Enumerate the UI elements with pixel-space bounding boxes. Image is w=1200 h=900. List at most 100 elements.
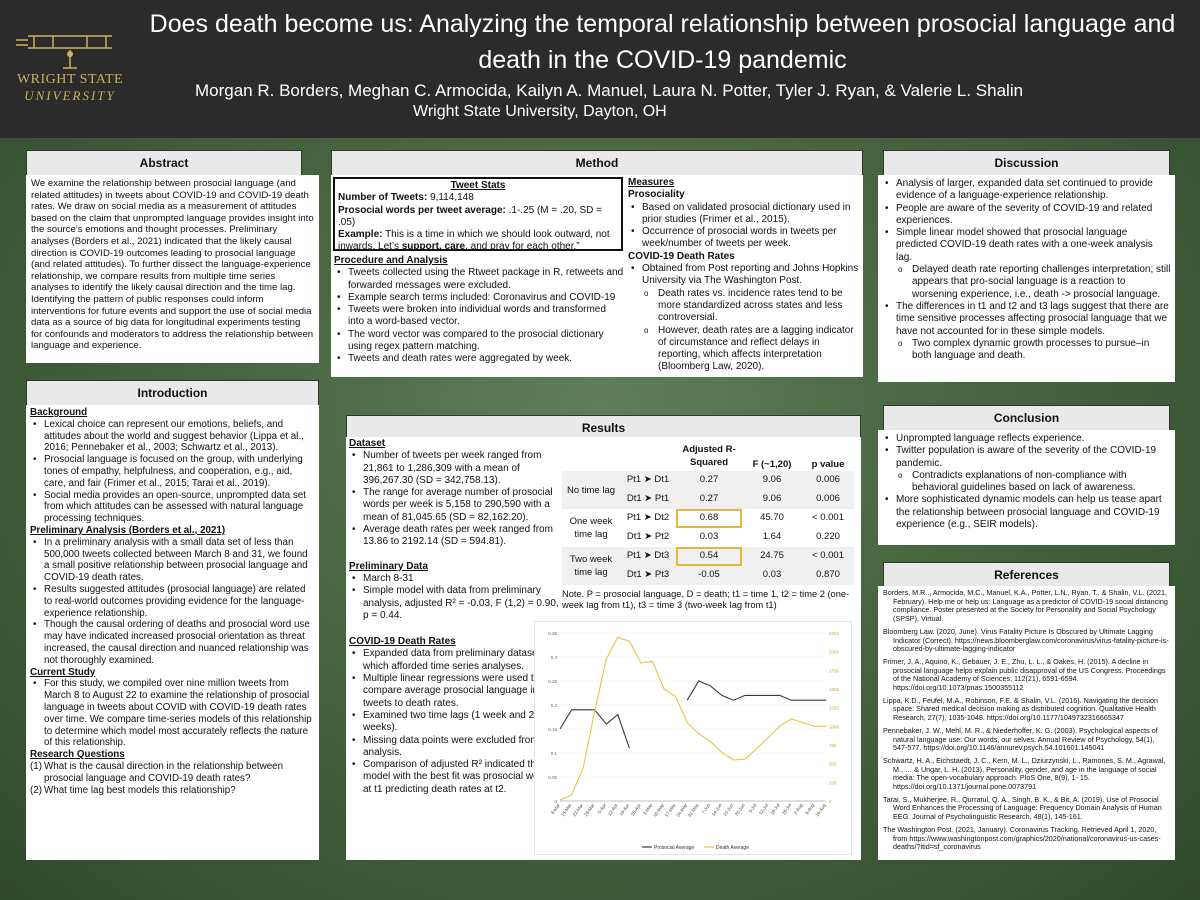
y-right-tick-label: 1500 [829, 687, 840, 692]
list-item: People are aware of the severity of COVI… [882, 203, 1171, 228]
conclusion-heading: Conclusion [883, 405, 1170, 431]
list-item: Tweets and death rates were aggregated b… [334, 353, 624, 366]
list-item: Prosocial language is focused on the gro… [30, 454, 315, 489]
x-tick-label: 2-Aug [793, 802, 804, 815]
list-item: Contradicts explanations of non-complian… [882, 470, 1171, 495]
y-left-tick-label: 0.05 [548, 775, 557, 780]
series-line-death [559, 636, 826, 801]
conclusion-list: Unprompted language reflects experience.… [882, 433, 1171, 531]
abstract-heading: Abstract [26, 150, 302, 176]
conclusion-panel: Unprompted language reflects experience.… [878, 430, 1175, 545]
table-row: Two week time lag Pt1 ➤ Dt3 0.54 24.75 < 0.0… [562, 547, 854, 578]
x-tick-label: 19-Jul [769, 803, 780, 816]
list-item: Obtained from Post reporting and Johns H… [628, 263, 860, 288]
method-panel: Tweet Stats Number of Tweets: 9,114,148 … [331, 175, 863, 377]
list-item: Example search terms included: Coronavir… [334, 292, 624, 305]
y-right-tick-label: 1750 [829, 668, 840, 673]
university-logo: WRIGHT STATE UNIVERSITY [8, 14, 128, 114]
y-left-tick-label: 0.35 [548, 631, 557, 636]
list-item: Lexical choice can represent our emotion… [30, 419, 315, 454]
prelim-data-heading: Preliminary Data [349, 560, 428, 572]
list-item: Analysis of larger, expanded data set co… [882, 178, 1171, 203]
references-list: Borders, M.R.., Armocida, M.C., Manuel, … [883, 588, 1170, 852]
procedure-section: Procedure and Analysis Tweets collected … [334, 255, 624, 366]
list-item: In a preliminary analysis with a small d… [30, 537, 315, 584]
regression-table: Adjusted R- Squared F (~1,20) p value No ti… [562, 441, 854, 611]
y-right-tick-label: 750 [829, 743, 837, 748]
results-panel: Dataset Number of tweets per week ranged… [346, 437, 861, 860]
reference-item: Schwartz, H. A., Eichstaedt, J. C., Kern… [883, 755, 1166, 792]
prosocial-average: Prosocial words per tweet average: .1-.2… [338, 204, 602, 228]
reference-item: Tarai, S., Mukherjee, R., Qurratul, Q. A… [883, 794, 1162, 822]
list-item: Though the causal ordering of deaths and… [30, 619, 315, 666]
background-heading: Background [30, 407, 88, 418]
death-rates-results-heading: COVID-19 Death Rates [349, 636, 456, 648]
logo-subtext: UNIVERSITY [24, 88, 116, 103]
table-row: No time lag Pt1 ➤ Dt1 0.27 9.06 0.006 [562, 471, 854, 496]
measures-heading: Measures [628, 177, 675, 188]
abstract-text: We examine the relationship between pros… [31, 178, 314, 352]
y-right-tick-label: 250 [829, 780, 837, 785]
references-panel: Borders, M.R.., Armocida, M.C., Manuel, … [878, 586, 1175, 860]
prosocial-death-chart: 0 0.05 0.1 0.15 0.2 0.25 0.3 0.35 0 250 500 750 1000… [534, 621, 852, 855]
list-item: Tweets collected using the Rtweet packag… [334, 267, 624, 292]
list-item: Unprompted language reflects experience. [882, 433, 1171, 446]
research-question: (2) What time lag best models this relati… [30, 784, 236, 796]
y-left-tick-label: 0.15 [548, 727, 557, 732]
y-right-tick-label: 500 [829, 762, 837, 767]
results-text: Dataset Number of tweets per week ranged… [349, 438, 561, 796]
list-item: Two complex dynamic growth processes to … [882, 338, 1171, 363]
method-heading: Method [331, 150, 863, 176]
list-item: Number of tweets per week ranged from 21… [349, 450, 561, 487]
x-tick-label: 12-Jul [758, 803, 769, 816]
list-item: Delayed death rate reporting challenges … [882, 264, 1171, 301]
y-right-tick-label: 1000 [829, 724, 840, 729]
poster-header: WRIGHT STATE UNIVERSITY Does death becom… [0, 0, 1200, 138]
procedure-heading: Procedure and Analysis [334, 255, 448, 266]
list-item: Social media provides an open-source, un… [30, 490, 315, 525]
reference-item: Frimer, J. A., Aquino, K., Gebauer, J. E… [883, 656, 1166, 693]
y-left-tick-label: 0.1 [551, 751, 558, 756]
x-tick-label: 3-May [642, 802, 654, 816]
table-row: Dt1 ➤ Pt1 0.27 9.06 0.006 [562, 490, 854, 509]
measures-section: Measures Prosociality Based on validated… [628, 177, 860, 374]
list-item: The word vector was compared to the pros… [334, 329, 624, 354]
list-item: March 8-31 [349, 573, 561, 586]
poster-authors: Morgan R. Borders, Meghan C. Armocida, K… [195, 81, 1024, 100]
logo-text: WRIGHT STATE [16, 72, 124, 87]
list-item: Death rates vs. incidence rates tend to … [628, 288, 860, 325]
y-right-tick-label: 2000 [829, 650, 840, 655]
introduction-heading: Introduction [26, 380, 319, 406]
x-tick-label: 8-Mar [550, 802, 561, 815]
poster-affiliation: Wright State University, Dayton, OH [413, 103, 667, 120]
research-question: (1) What is the causal direction in the r… [30, 760, 284, 784]
list-item: The differences in t1 and t2 and t3 lags… [882, 301, 1171, 338]
dataset-heading: Dataset [349, 438, 386, 449]
introduction-panel: Background Lexical choice can represent … [26, 405, 319, 860]
y-right-tick-label: 1250 [829, 706, 840, 711]
y-right-tick-label: 2250 [829, 631, 840, 636]
y-left-tick-label: 0.25 [548, 679, 557, 684]
table-row: Dt1 ➤ Pt3 -0.05 0.03 0.870 [562, 566, 854, 585]
x-tick-label: 7-Jun [701, 802, 712, 814]
list-item: Tweets were broken into individual words… [334, 304, 624, 329]
discussion-heading: Discussion [883, 150, 1170, 176]
list-item: Expanded data from preliminary dataset, … [349, 648, 561, 673]
prosociality-heading: Prosociality [628, 189, 685, 201]
list-item: Results suggested attitudes (prosocial l… [30, 584, 315, 619]
table-row: One week time lag Pt1 ➤ Dt2 0.68 45.70 < 0.0… [562, 509, 854, 540]
tweet-stats-title: Tweet Stats [450, 180, 506, 191]
reference-item: Borders, M.R.., Armocida, M.C., Manuel, … [883, 588, 1168, 624]
poster-title: Does death become us: Analyzing the temp… [149, 10, 1176, 74]
list-item: The range for average number of prosocia… [349, 487, 561, 524]
prelim-heading: Preliminary Analysis (Borders et al., 20… [30, 524, 226, 536]
discussion-list: Analysis of larger, expanded data set co… [882, 178, 1171, 362]
discussion-panel: Analysis of larger, expanded data set co… [878, 175, 1175, 382]
reference-item: Lippa, K.D., Feufel, M.A., Robinson, F.E… [883, 695, 1159, 723]
table-row: Dt1 ➤ Pt2 0.03 1.64 0.220 [562, 528, 854, 547]
list-item: Examined two time lags (1 week and 2 wee… [349, 710, 561, 735]
x-tick-label: 5-Jul [748, 803, 758, 814]
list-item: Simple model with data from preliminary … [349, 585, 561, 622]
list-item: Simple linear model showed that prosocia… [882, 227, 1171, 264]
tweet-count: Number of Tweets: 9,114,148 [338, 192, 474, 204]
